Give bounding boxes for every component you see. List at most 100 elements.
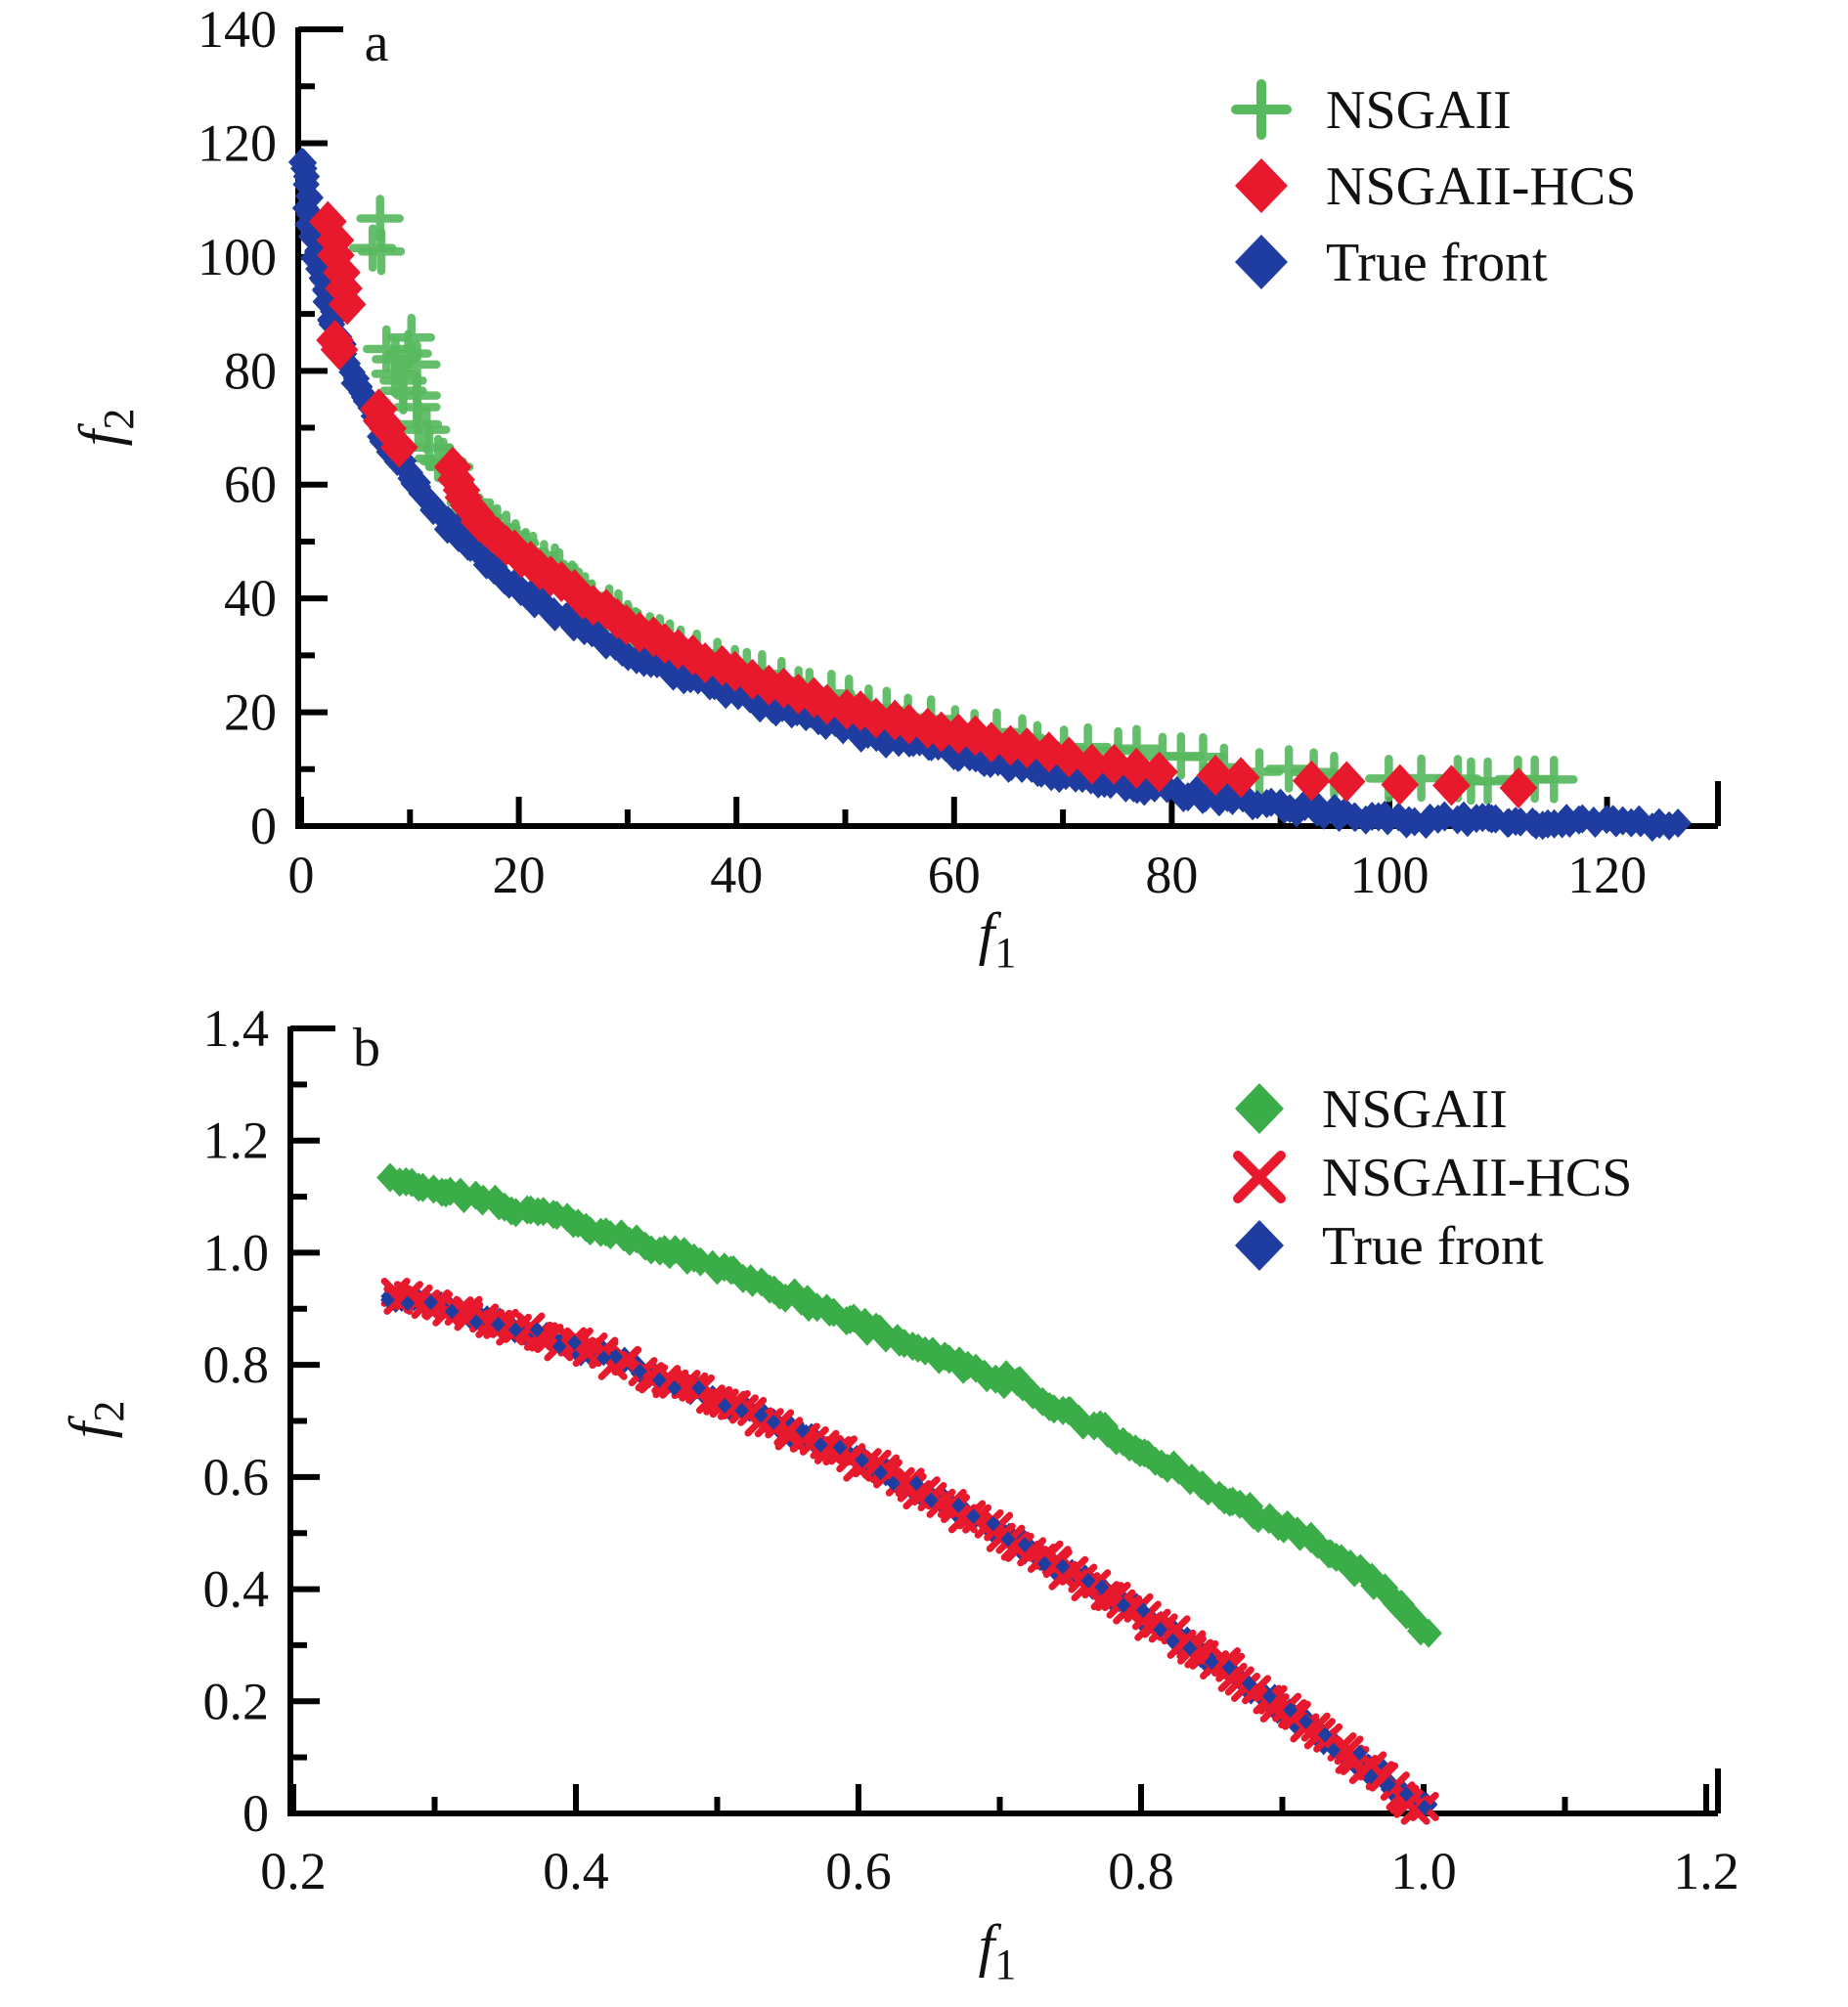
data-point-diamond <box>717 1397 732 1414</box>
data-point-diamond <box>1499 767 1538 809</box>
data-point-diamond <box>400 1295 416 1312</box>
data-point-diamond <box>1221 757 1260 799</box>
data-point-diamond <box>716 650 755 692</box>
data-point-diamond <box>966 1508 981 1525</box>
data-point-diamond <box>1415 1618 1442 1648</box>
data-point-diamond <box>769 692 796 722</box>
data-point-diamond <box>376 1162 404 1193</box>
y-tick-label: 60 <box>224 456 277 514</box>
data-point-diamond <box>527 586 555 616</box>
data-point-diamond <box>923 1492 939 1508</box>
data-point-diamond <box>379 426 418 468</box>
x-tick-label: 0.4 <box>543 1842 609 1900</box>
data-point-diamond <box>1432 764 1471 807</box>
data-point-diamond <box>1204 1654 1219 1671</box>
data-point-diamond <box>734 1402 749 1418</box>
y-tick-label: 80 <box>224 341 277 400</box>
panel-b-legend: NSGAII NSGAII-HCS True front <box>1233 1079 1632 1277</box>
y-tick-label: 0.8 <box>203 1335 270 1394</box>
x-tick-label: 1.0 <box>1390 1842 1457 1900</box>
data-point-diamond <box>1196 755 1235 797</box>
y-tick-label: 1.0 <box>203 1223 270 1282</box>
y-tick-label: 1.2 <box>203 1112 270 1170</box>
data-point-diamond <box>1241 1676 1256 1692</box>
data-point-diamond <box>1327 761 1366 803</box>
series-nsgaii-hcs <box>380 1278 1439 1825</box>
data-point-diamond <box>423 1294 439 1311</box>
panel-b: 0.2 0.4 0.6 0.8 1.0 1.200.20.40.60.81.01.21.4… <box>58 999 1739 1988</box>
data-point-diamond <box>1182 1639 1198 1656</box>
y-tick-label: 20 <box>224 683 277 742</box>
plus-marker-icon <box>1231 79 1292 140</box>
data-point-diamond <box>684 665 712 695</box>
data-point-diamond <box>1000 1531 1016 1548</box>
data-point-diamond <box>886 1475 901 1492</box>
data-point-diamond <box>1135 1602 1151 1619</box>
data-point-plus <box>1530 756 1578 804</box>
y-tick-label: 0.4 <box>203 1560 270 1619</box>
data-point-plus <box>357 228 406 276</box>
x-marker-icon <box>1233 1151 1286 1203</box>
legend-item: True front <box>1235 233 1548 293</box>
legend-item-label: True front <box>1326 233 1548 293</box>
legend-item: True front <box>1235 1216 1544 1277</box>
x-tick-label: 0.2 <box>260 1842 327 1900</box>
panel-b-label: b <box>353 1018 380 1078</box>
y-tick-label: 0 <box>250 797 277 855</box>
data-point-diamond <box>726 678 753 709</box>
data-point-diamond <box>1398 1786 1414 1803</box>
y-tick-label: 120 <box>198 113 277 172</box>
data-point-diamond <box>567 1334 582 1351</box>
legend-item: NSGAII-HCS <box>1233 1148 1632 1208</box>
y-tick-label: 140 <box>198 0 277 59</box>
data-point-diamond <box>1116 1597 1131 1614</box>
data-point-diamond <box>380 1291 395 1308</box>
data-point-diamond <box>1017 1537 1033 1553</box>
y-tick-label: 1.4 <box>203 999 270 1058</box>
panel-a-y-axis-label: f2 <box>67 409 143 447</box>
data-point-diamond <box>1283 1702 1298 1719</box>
x-tick-label: 120 <box>1567 846 1647 904</box>
data-point-diamond <box>1293 760 1331 802</box>
data-point-diamond <box>1262 1688 1277 1705</box>
data-point-diamond <box>795 1422 811 1439</box>
data-point-diamond <box>450 1184 478 1214</box>
data-point-diamond <box>1363 1767 1379 1784</box>
data-point-diamond <box>780 1278 809 1308</box>
legend-item-label: NSGAII-HCS <box>1322 1148 1632 1208</box>
panel-b-y-axis-label: f2 <box>58 1401 133 1439</box>
data-point-diamond <box>766 1414 781 1430</box>
y-tick-label: 0.2 <box>203 1672 270 1730</box>
x-tick-label: 0.8 <box>1108 1842 1174 1900</box>
x-tick-label: 60 <box>928 846 981 904</box>
data-point-diamond <box>328 284 367 326</box>
data-point-diamond <box>667 1379 682 1396</box>
data-point-diamond <box>1094 1579 1110 1595</box>
data-point-diamond <box>468 1314 484 1331</box>
data-point-diamond <box>720 1255 747 1286</box>
data-point-diamond <box>296 183 324 213</box>
y-tick-label: 100 <box>198 228 277 286</box>
data-point-diamond <box>986 1515 1001 1532</box>
panel-a-x-axis-label: f1 <box>979 901 1017 977</box>
panel-a: 0 20 40 60 80 100 120 0 20 40 60 80 100 120 140 a f1 f… <box>67 0 1721 977</box>
data-point-diamond <box>855 1452 870 1468</box>
diamond-marker-icon <box>1235 1083 1284 1134</box>
data-point-diamond <box>765 667 803 709</box>
x-tick-label: 40 <box>710 846 763 904</box>
data-point-diamond <box>633 1363 647 1379</box>
data-point-diamond <box>1080 1572 1096 1589</box>
data-point-diamond <box>1036 1555 1052 1572</box>
data-point-diamond <box>596 1350 611 1367</box>
data-point-diamond <box>753 1407 769 1423</box>
x-tick-label: 80 <box>1145 846 1198 904</box>
data-point-diamond <box>1326 1742 1342 1759</box>
data-point-diamond <box>491 1316 506 1332</box>
data-point-diamond <box>659 629 697 671</box>
legend-item: NSGAII <box>1231 79 1512 141</box>
y-tick-label: 0.6 <box>203 1448 270 1506</box>
data-point-diamond <box>813 1436 828 1453</box>
series-true-front <box>380 1285 1438 1816</box>
diamond-marker-icon <box>1235 1220 1284 1271</box>
